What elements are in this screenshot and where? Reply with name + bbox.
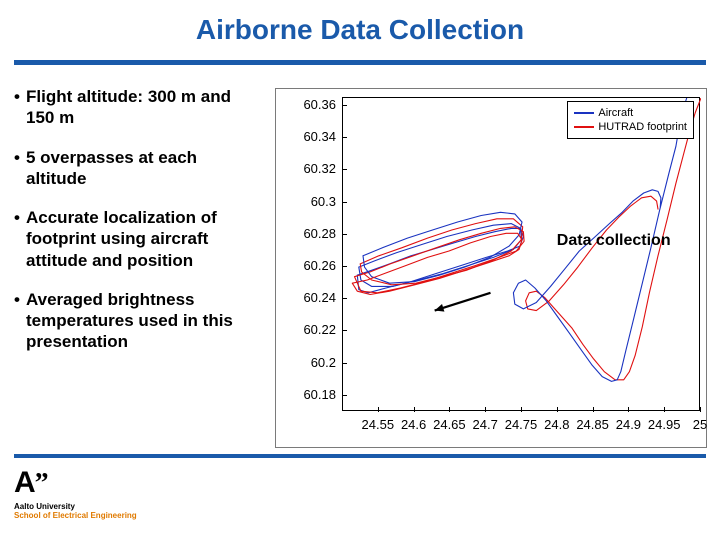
title-underline: [14, 60, 706, 65]
ytick-mark: [342, 202, 347, 203]
bullet-text: Flight altitude: 300 m and 150 m: [26, 86, 256, 129]
footer-rule: [14, 454, 706, 458]
xtick-label: 24.8: [537, 417, 577, 432]
xtick-label: 24.6: [394, 417, 434, 432]
xtick-mark: [700, 407, 701, 412]
chart-axes: [342, 97, 700, 411]
legend-swatch-footprint: [574, 126, 594, 128]
legend-item: Aircraft: [574, 106, 687, 120]
chart-annotation: Data collection: [557, 232, 671, 250]
legend-label: HUTRAD footprint: [598, 120, 687, 134]
xtick-label: 24.65: [429, 417, 469, 432]
ytick-mark: [342, 395, 347, 396]
page-title: Airborne Data Collection: [0, 14, 720, 46]
bullet-text: 5 overpasses at each altitude: [26, 147, 256, 190]
bullet-item: •5 overpasses at each altitude: [14, 147, 264, 190]
logo-letter: A: [14, 466, 35, 499]
legend-swatch-aircraft: [574, 112, 594, 114]
ytick-label: 60.2: [276, 355, 336, 370]
xtick-label: 24.95: [644, 417, 684, 432]
xtick-label: 24.85: [573, 417, 613, 432]
ytick-mark: [342, 330, 347, 331]
xtick-label: 24.55: [358, 417, 398, 432]
xtick-mark: [593, 407, 594, 412]
ytick-label: 60.32: [276, 161, 336, 176]
bullet-item: •Accurate localization of footprint usin…: [14, 207, 264, 271]
ytick-label: 60.22: [276, 322, 336, 337]
ytick-label: 60.24: [276, 290, 336, 305]
xtick-label: 24.75: [501, 417, 541, 432]
legend-label: Aircraft: [598, 106, 633, 120]
ytick-label: 60.34: [276, 129, 336, 144]
bullet-list: •Flight altitude: 300 m and 150 m •5 ove…: [14, 86, 264, 371]
ytick-mark: [342, 105, 347, 106]
flight-path-chart: Aircraft HUTRAD footprint Data collectio…: [275, 88, 707, 448]
bullet-text: Averaged brightness temperatures used in…: [26, 289, 256, 353]
ytick-label: 60.3: [276, 194, 336, 209]
xtick-label: 24.9: [608, 417, 648, 432]
xtick-mark: [414, 407, 415, 412]
bullet-item: •Averaged brightness temperatures used i…: [14, 289, 264, 353]
ytick-label: 60.18: [276, 387, 336, 402]
xtick-mark: [485, 407, 486, 412]
bullet-item: •Flight altitude: 300 m and 150 m: [14, 86, 264, 129]
xtick-mark: [449, 407, 450, 412]
ytick-mark: [342, 266, 347, 267]
chart-plot-area: [343, 98, 701, 412]
ytick-label: 60.28: [276, 226, 336, 241]
ytick-label: 60.26: [276, 258, 336, 273]
chart-legend: Aircraft HUTRAD footprint: [567, 101, 694, 139]
ytick-mark: [342, 169, 347, 170]
xtick-label: 25: [680, 417, 720, 432]
legend-item: HUTRAD footprint: [574, 120, 687, 134]
xtick-label: 24.7: [465, 417, 505, 432]
ytick-mark: [342, 363, 347, 364]
ytick-mark: [342, 234, 347, 235]
xtick-mark: [664, 407, 665, 412]
xtick-mark: [628, 407, 629, 412]
xtick-mark: [557, 407, 558, 412]
ytick-label: 60.36: [276, 97, 336, 112]
logo-quote: ”: [35, 468, 49, 499]
logo-mark: A”: [14, 466, 137, 500]
ytick-mark: [342, 298, 347, 299]
logo-university: Aalto University: [14, 502, 137, 511]
ytick-mark: [342, 137, 347, 138]
xtick-mark: [378, 407, 379, 412]
xtick-mark: [521, 407, 522, 412]
logo-school: School of Electrical Engineering: [14, 511, 137, 520]
aalto-logo: A” Aalto University School of Electrical…: [14, 466, 137, 520]
bullet-text: Accurate localization of footprint using…: [26, 207, 256, 271]
